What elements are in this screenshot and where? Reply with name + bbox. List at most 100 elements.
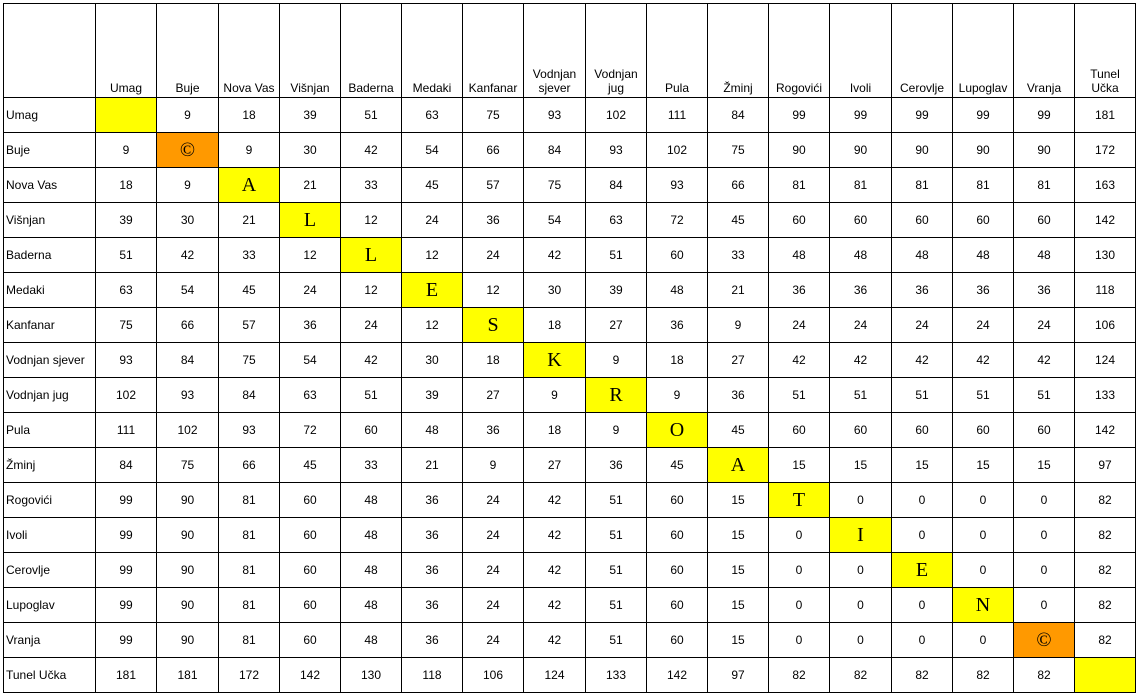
distance-matrix-table: Umag Buje Nova Vas Višnjan Baderna Medaki Kanf… xyxy=(3,3,1136,693)
distance-cell: 99 xyxy=(1013,97,1075,133)
distance-cell: 81 xyxy=(218,622,280,658)
distance-cell: 15 xyxy=(768,447,830,483)
distance-cell: 99 xyxy=(952,97,1014,133)
column-header: Ivoli xyxy=(829,3,892,98)
distance-cell: 42 xyxy=(829,342,892,378)
distance-cell: 118 xyxy=(401,657,463,693)
distance-cell: 99 xyxy=(891,97,953,133)
distance-cell: 0 xyxy=(768,622,830,658)
diagonal-cell: A xyxy=(218,167,280,203)
diagonal-cell: © xyxy=(1013,622,1075,658)
row-label: Višnjan xyxy=(3,202,96,238)
diagonal-cell: O xyxy=(646,412,708,448)
distance-cell: 90 xyxy=(768,132,830,168)
diagonal-cell xyxy=(95,97,157,133)
distance-cell: 27 xyxy=(462,377,524,413)
column-header: Višnjan xyxy=(279,3,341,98)
distance-cell: 9 xyxy=(585,342,647,378)
distance-cell: 48 xyxy=(340,587,402,623)
diagonal-cell: R xyxy=(585,377,647,413)
table-row: Tunel Učka 181 181 172 142 130 118 106 124 133 142… xyxy=(3,657,1136,693)
distance-cell: 12 xyxy=(462,272,524,308)
diagonal-cell xyxy=(1074,657,1136,693)
distance-cell: 81 xyxy=(1013,167,1075,203)
distance-cell: 51 xyxy=(952,377,1014,413)
diagonal-cell: T xyxy=(768,482,830,518)
distance-cell: 172 xyxy=(218,657,280,693)
distance-cell: 102 xyxy=(156,412,219,448)
distance-cell: 99 xyxy=(95,552,157,588)
diagonal-cell: A xyxy=(707,447,769,483)
distance-cell: 42 xyxy=(156,237,219,273)
table-row: Pula 111 102 93 72 60 48 36 18 9 O 45 60 60 60 60 60 142 xyxy=(3,412,1136,448)
table-row: Kanfanar 75 66 57 36 24 12 S 18 27 36 9 24 24 24 24 24 10… xyxy=(3,307,1136,343)
distance-cell: 48 xyxy=(340,482,402,518)
table-row: Buje 9 © 9 30 42 54 66 84 93 102 75 90 90 90 90 90 172 xyxy=(3,132,1136,168)
distance-cell: 9 xyxy=(646,377,708,413)
distance-cell: 0 xyxy=(768,587,830,623)
distance-cell: 84 xyxy=(707,97,769,133)
distance-cell: 0 xyxy=(952,552,1014,588)
distance-cell: 0 xyxy=(829,552,892,588)
distance-cell: 60 xyxy=(279,482,341,518)
distance-cell: 0 xyxy=(829,622,892,658)
distance-cell: 75 xyxy=(156,447,219,483)
table-row: Višnjan 39 30 21 L 12 24 36 54 63 72 45 60 60 60 60 60 14… xyxy=(3,202,1136,238)
distance-cell: 60 xyxy=(829,412,892,448)
table-row: Cerovlje 99 90 81 60 48 36 24 42 51 60 15 0 0 E 0 0 82 xyxy=(3,552,1136,588)
distance-cell: 36 xyxy=(829,272,892,308)
distance-cell: 181 xyxy=(1074,97,1136,133)
distance-cell: 42 xyxy=(523,552,586,588)
distance-cell: 111 xyxy=(95,412,157,448)
distance-cell: 57 xyxy=(218,307,280,343)
distance-cell: 60 xyxy=(768,412,830,448)
distance-cell: 82 xyxy=(1074,482,1136,518)
table-row: Vranja 99 90 81 60 48 36 24 42 51 60 15 0 0 0 0 © 82 xyxy=(3,622,1136,658)
distance-cell: 60 xyxy=(952,202,1014,238)
distance-cell: 0 xyxy=(768,517,830,553)
column-header: Rogovići xyxy=(768,3,830,98)
distance-cell: 0 xyxy=(1013,482,1075,518)
column-header: Kanfanar xyxy=(462,3,524,98)
distance-cell: 82 xyxy=(1013,657,1075,693)
distance-cell: 99 xyxy=(95,517,157,553)
distance-cell: 60 xyxy=(1013,412,1075,448)
distance-cell: 24 xyxy=(891,307,953,343)
row-label: Tunel Učka xyxy=(3,657,96,693)
table-row: Medaki 63 54 45 24 12 E 12 30 39 48 21 36 36 36 36 36 118 xyxy=(3,272,1136,308)
distance-cell: 48 xyxy=(340,517,402,553)
distance-cell: 102 xyxy=(585,97,647,133)
distance-cell: 54 xyxy=(401,132,463,168)
distance-cell: 42 xyxy=(523,517,586,553)
distance-cell: 48 xyxy=(952,237,1014,273)
distance-cell: 99 xyxy=(95,622,157,658)
table-row: Nova Vas 18 9 A 21 33 45 57 75 84 93 66 81 81 81 81 81 16… xyxy=(3,167,1136,203)
distance-cell: 39 xyxy=(585,272,647,308)
distance-cell: 51 xyxy=(340,377,402,413)
distance-cell: 51 xyxy=(340,97,402,133)
distance-cell: 90 xyxy=(156,552,219,588)
distance-cell: 124 xyxy=(523,657,586,693)
distance-cell: 82 xyxy=(891,657,953,693)
distance-cell: 60 xyxy=(829,202,892,238)
distance-cell: 60 xyxy=(646,587,708,623)
distance-cell: 60 xyxy=(340,412,402,448)
distance-cell: 9 xyxy=(523,377,586,413)
diagonal-cell: I xyxy=(829,517,892,553)
distance-cell: 24 xyxy=(462,552,524,588)
distance-cell: 75 xyxy=(707,132,769,168)
distance-cell: 48 xyxy=(401,412,463,448)
distance-cell: 21 xyxy=(279,167,341,203)
distance-cell: 124 xyxy=(1074,342,1136,378)
row-label: Baderna xyxy=(3,237,96,273)
distance-cell: 60 xyxy=(768,202,830,238)
distance-cell: 93 xyxy=(218,412,280,448)
distance-cell: 33 xyxy=(340,167,402,203)
distance-cell: 106 xyxy=(1074,307,1136,343)
distance-cell: 36 xyxy=(279,307,341,343)
distance-cell: 15 xyxy=(707,622,769,658)
distance-cell: 93 xyxy=(523,97,586,133)
distance-cell: 60 xyxy=(891,202,953,238)
distance-cell: 81 xyxy=(218,482,280,518)
distance-cell: 15 xyxy=(707,587,769,623)
